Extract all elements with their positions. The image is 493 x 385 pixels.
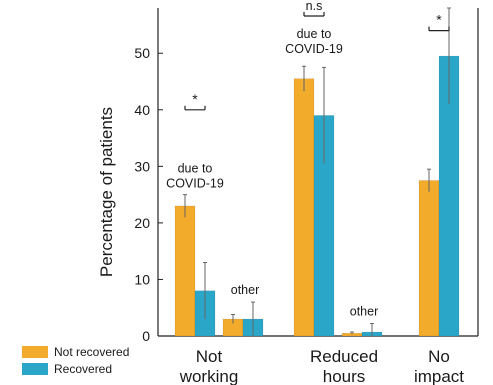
annotation-covid: COVID-19 <box>166 177 224 191</box>
significance-label: * <box>192 91 198 107</box>
legend-swatch <box>22 346 48 358</box>
bar-not-recovered <box>174 205 196 337</box>
significance-label: n.s <box>306 0 323 13</box>
category-label: hours <box>323 367 366 385</box>
category-label: impact <box>414 367 464 385</box>
category-label: Reduced <box>310 347 378 366</box>
annotation-other: other <box>350 305 379 319</box>
y-axis-label: Percentage of patients <box>97 107 116 277</box>
legend-label: Not recovered <box>54 345 129 359</box>
annotation-covid: due to <box>178 162 213 176</box>
category-label: No <box>428 347 450 366</box>
bar-not-recovered <box>293 78 315 337</box>
category-label: Not <box>196 347 223 366</box>
y-tick-label: 20 <box>134 215 150 231</box>
y-tick-label: 50 <box>134 45 150 61</box>
significance-label: * <box>436 12 442 28</box>
y-tick-label: 30 <box>134 158 150 174</box>
legend-swatch <box>22 363 48 375</box>
bar-not-recovered <box>418 180 440 337</box>
annotation-covid: COVID-19 <box>285 42 343 56</box>
y-tick-label: 40 <box>134 102 150 118</box>
category-label: working <box>179 367 239 385</box>
legend-label: Recovered <box>54 362 112 376</box>
annotation-covid: due to <box>297 27 332 41</box>
annotation-other: other <box>231 283 260 297</box>
y-tick-label: 10 <box>134 271 150 287</box>
y-tick-label: 0 <box>142 328 150 344</box>
